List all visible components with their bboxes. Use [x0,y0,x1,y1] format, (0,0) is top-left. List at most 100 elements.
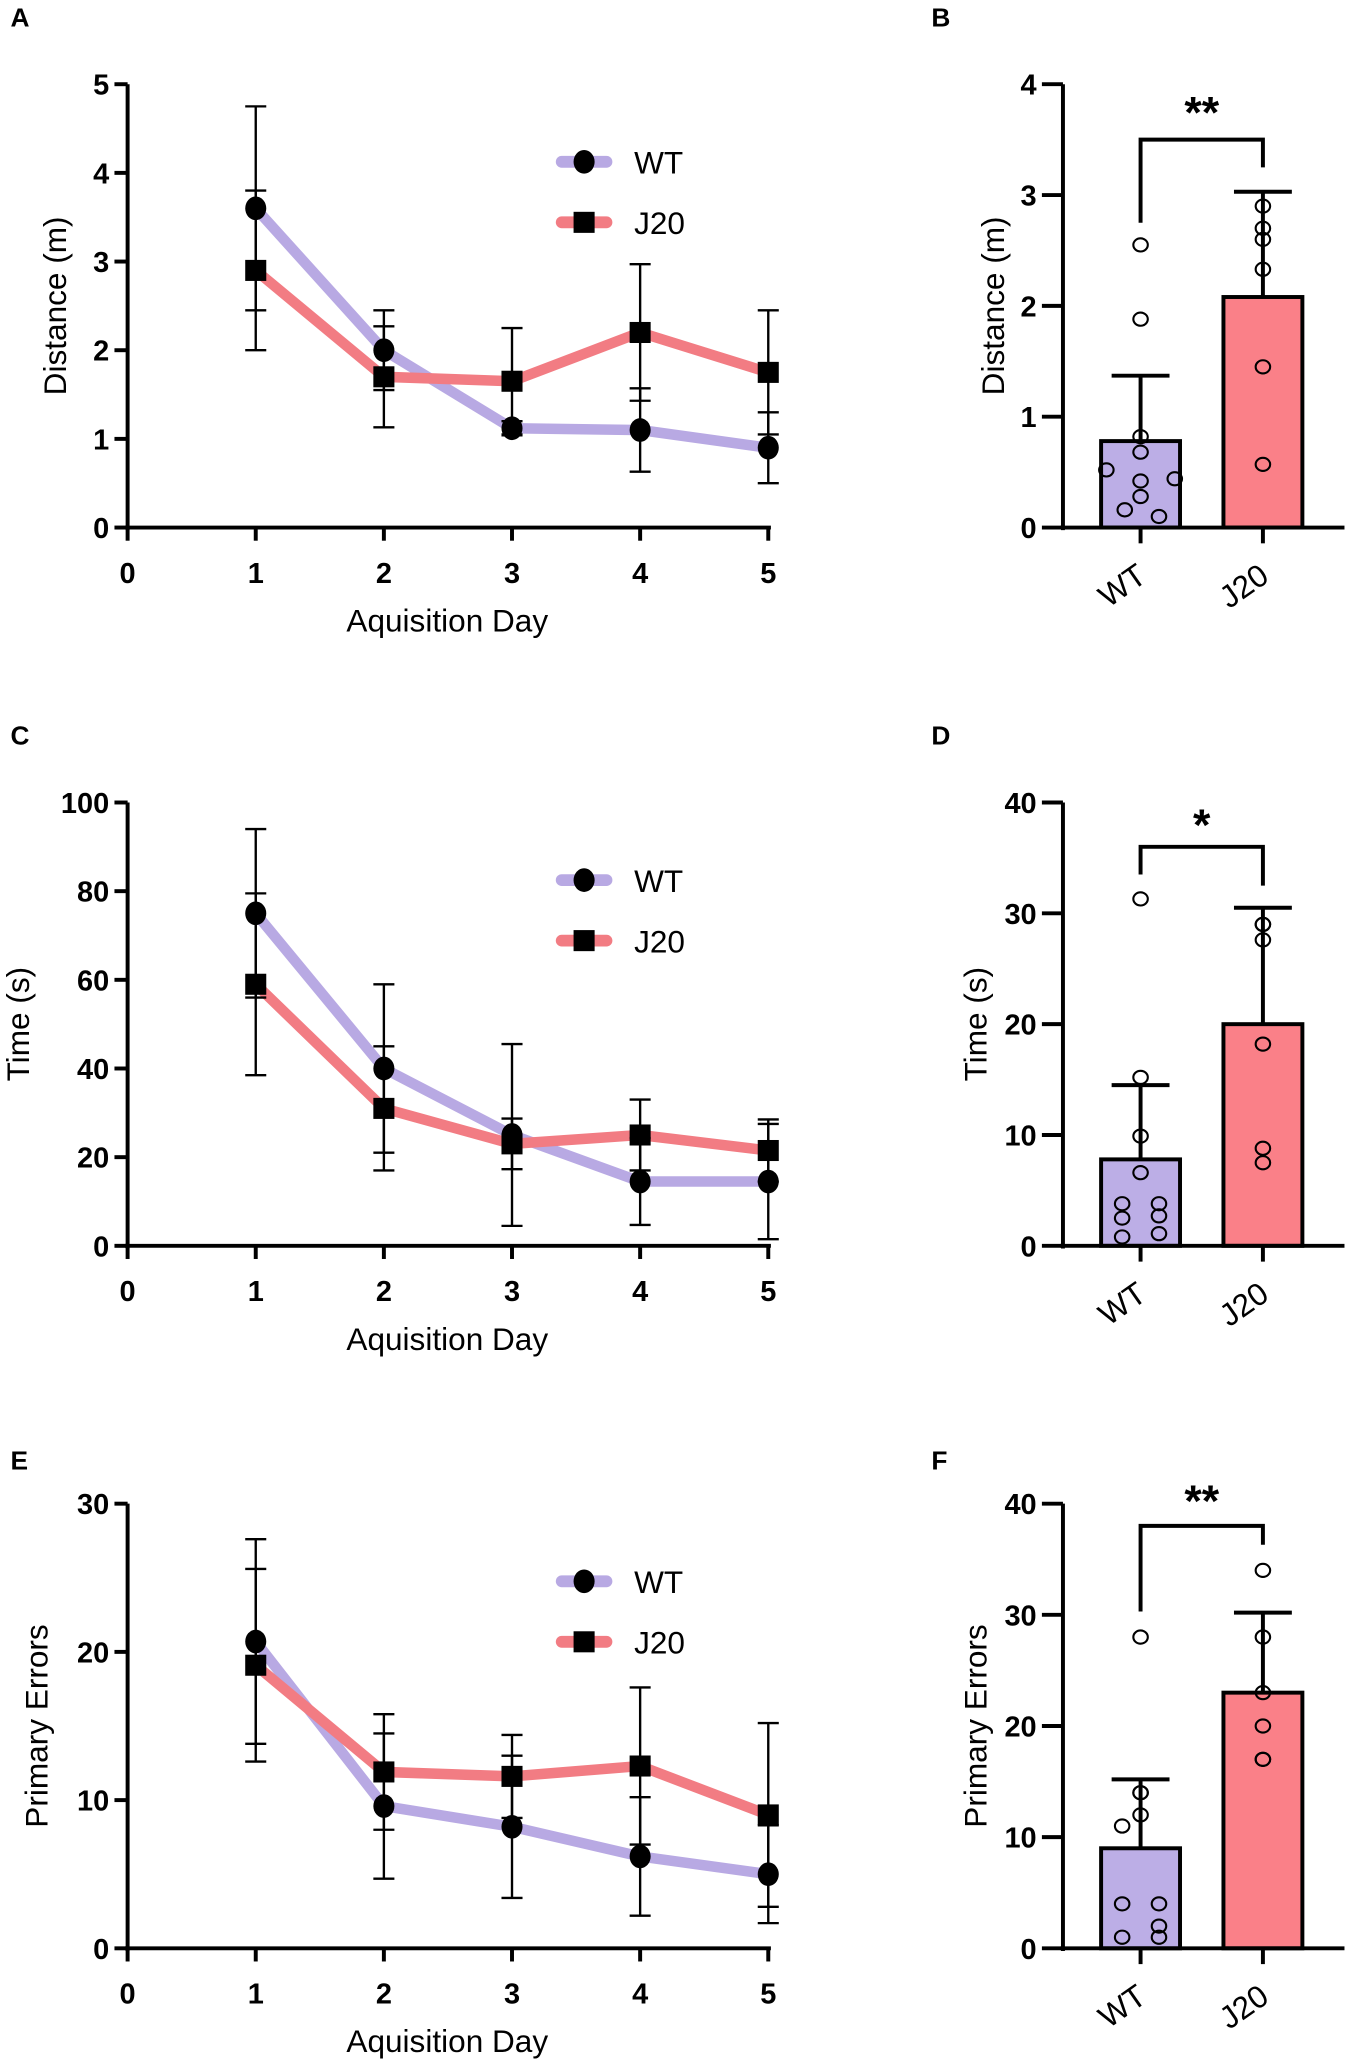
individual-point [1113,1210,1131,1226]
y-tick-label: 10 [1004,1823,1036,1855]
x-tick-label: 4 [632,1979,648,2011]
panel-B: B WT J20 0 1 2 3 4 Distance (m) ** [931,2,1345,615]
data-point-j20 [245,1654,267,1676]
y-tick-label: 10 [77,1786,109,1818]
data-point-j20 [501,1765,523,1787]
legend: WT J20 [555,1564,685,1661]
x-axis-label: Aquisition Day [346,1321,548,1357]
data-point-wt [501,1814,523,1839]
individual-point [1254,1140,1272,1156]
significance-bracket [1138,137,1265,223]
y-tick-label: 0 [93,513,109,545]
y-tick-label: 30 [1004,899,1036,931]
individual-point [1132,488,1149,505]
bar-j20 [1221,295,1305,530]
individual-point [1113,1929,1131,1945]
legend-marker-circle [573,149,595,174]
individual-point [1254,198,1272,214]
individual-point [1254,1685,1272,1701]
y-tick-label: 1 [93,424,109,456]
data-point-wt [757,435,779,460]
y-axis-label: Distance (m) [975,216,1011,395]
data-point-wt [757,1862,779,1887]
legend-marker-circle [573,1569,595,1594]
individual-point [1132,1069,1149,1085]
bar-wt [1099,1157,1183,1248]
x-tick-label: J20 [1212,1275,1274,1334]
x-tick-label: 5 [760,1276,776,1308]
panel-label: B [931,2,950,32]
individual-point [1150,508,1168,525]
x-tick-label: 2 [376,1276,392,1308]
y-tick-label: 4 [1021,70,1037,102]
individual-point [1113,1896,1131,1912]
y-tick-label: 60 [77,965,109,997]
data-point-wt [629,1844,651,1869]
x-tick-label: 5 [760,1979,776,2011]
individual-point [1132,429,1149,445]
data-point-j20 [373,366,395,388]
y-tick-label: 2 [1021,291,1037,323]
y-axis-label: Time (s) [0,967,36,1082]
x-tick-label: 1 [248,558,264,590]
individual-point [1132,1785,1149,1801]
individual-point [1098,462,1115,478]
x-tick-label: WT [1092,1275,1153,1333]
x-tick-label: 3 [504,1276,520,1308]
data-point-wt [501,416,523,441]
data-point-wt [373,1794,395,1818]
individual-point [1150,1208,1168,1224]
legend-marker-circle [573,868,595,892]
legend-marker-square [573,1631,595,1653]
individual-point [1254,1562,1272,1578]
x-tick-label: 1 [248,1276,264,1308]
x-tick-label: 2 [376,558,392,590]
y-axis-label: Primary Errors [958,1624,994,1827]
data-point-j20 [629,321,651,344]
data-point-wt [245,1629,267,1654]
panel-C: C 0 20 40 60 80 100 0 1 2 3 4 5 Aquisition Day Time (s… [0,721,779,1357]
data-point-j20 [245,259,267,281]
x-tick-label: 4 [632,1276,648,1308]
panel-A: A 0 1 2 3 4 5 0 1 2 3 4 5 Aquisition Day Distance (m) W… [11,2,779,638]
y-axis-label: Time (s) [958,967,994,1082]
y-tick-label: 30 [77,1489,109,1521]
y-tick-label: 20 [1004,1010,1036,1042]
individual-point [1254,456,1272,473]
individual-point [1150,1929,1168,1945]
y-tick-label: 1 [1021,402,1037,434]
legend-marker-square [573,930,595,952]
individual-point [1116,502,1134,518]
significance-stars: ** [1184,88,1219,137]
individual-point [1132,1807,1149,1823]
y-tick-label: 0 [93,1934,109,1966]
data-point-wt [629,1169,651,1194]
y-axis-label: Distance (m) [37,216,73,395]
individual-point [1132,1128,1149,1144]
panel-label: E [11,1445,29,1475]
significance-bracket [1138,1523,1265,1612]
y-tick-label: 4 [93,158,109,190]
data-point-j20 [373,1097,395,1119]
data-point-j20 [501,370,523,392]
y-tick-label: 5 [93,70,109,102]
individual-point [1254,1155,1272,1171]
individual-point [1254,220,1272,236]
y-tick-label: 30 [1004,1600,1036,1632]
individual-point [1254,1629,1272,1645]
y-tick-label: 40 [1004,788,1036,820]
legend-label: J20 [634,923,685,959]
individual-point [1254,261,1272,277]
panel-label: F [931,1445,947,1475]
y-tick-label: 10 [1004,1121,1036,1153]
individual-point [1150,1918,1168,1934]
y-tick-label: 20 [1004,1712,1036,1744]
individual-point [1132,1629,1149,1645]
individual-point [1254,1036,1272,1052]
panel-F: F WT J20 0 10 20 30 40 Primary Errors ** [931,1445,1345,2036]
legend-label: J20 [634,1625,685,1661]
data-point-j20 [757,361,779,383]
x-tick-label: 0 [120,1979,136,2011]
individual-point [1132,311,1149,327]
x-tick-label: J20 [1212,556,1274,615]
